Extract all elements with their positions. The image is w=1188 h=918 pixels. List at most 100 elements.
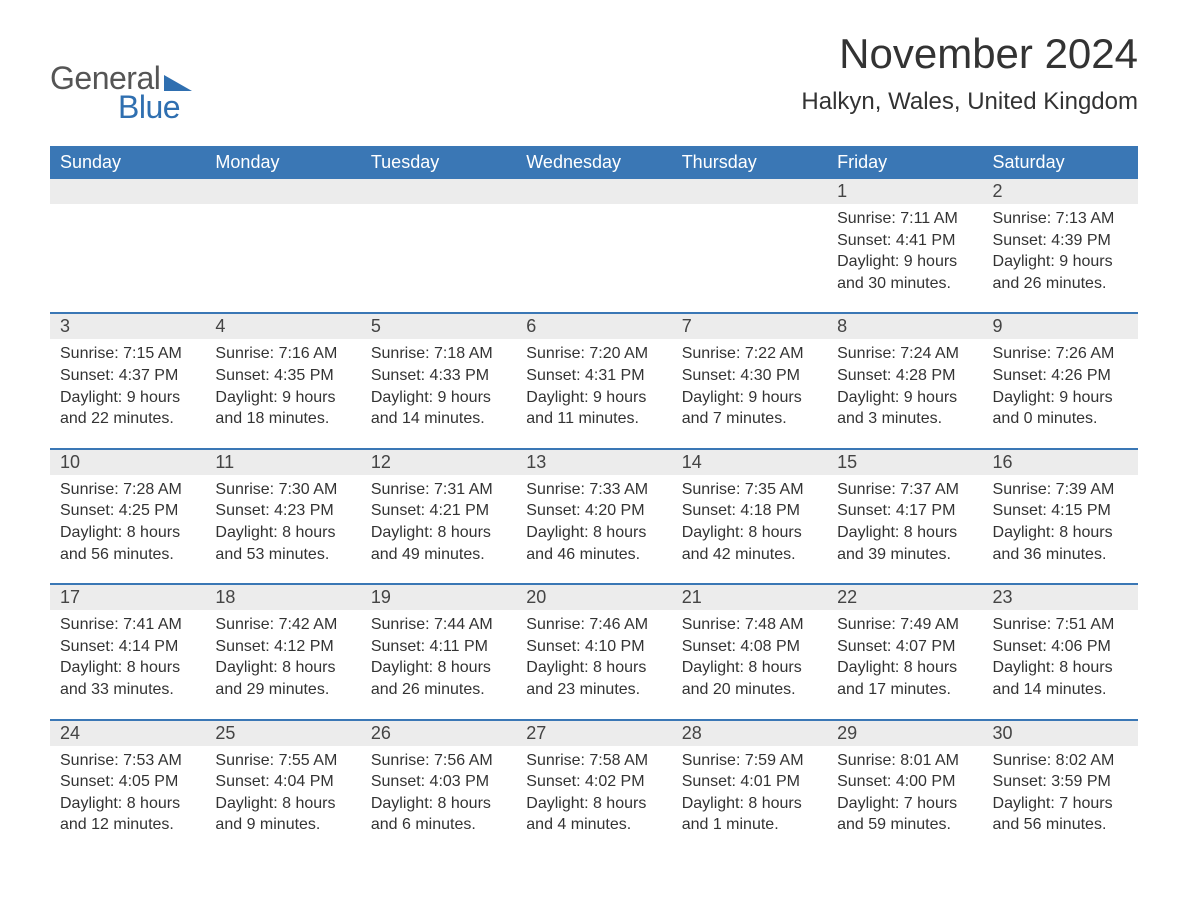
day-detail-cell <box>361 204 516 313</box>
sunset-line: Sunset: 4:21 PM <box>371 500 506 522</box>
sunset-line: Sunset: 4:04 PM <box>215 771 350 793</box>
day-detail-cell <box>50 204 205 313</box>
sunrise-line: Sunrise: 7:30 AM <box>215 479 350 501</box>
daynum-row: 10111213141516 <box>50 449 1138 475</box>
day-number-cell: 15 <box>827 449 982 475</box>
sunrise-line: Sunrise: 7:42 AM <box>215 614 350 636</box>
day-number-cell <box>516 179 671 204</box>
day-detail-cell: Sunrise: 8:01 AMSunset: 4:00 PMDaylight:… <box>827 746 982 854</box>
sunrise-line: Sunrise: 7:15 AM <box>60 343 195 365</box>
daylight-line: Daylight: 7 hours and 56 minutes. <box>993 793 1128 836</box>
detail-row: Sunrise: 7:41 AMSunset: 4:14 PMDaylight:… <box>50 610 1138 719</box>
sunset-line: Sunset: 4:33 PM <box>371 365 506 387</box>
day-detail-cell: Sunrise: 7:41 AMSunset: 4:14 PMDaylight:… <box>50 610 205 719</box>
day-number-cell: 14 <box>672 449 827 475</box>
sunset-line: Sunset: 4:39 PM <box>993 230 1128 252</box>
sunset-line: Sunset: 4:41 PM <box>837 230 972 252</box>
daylight-line: Daylight: 9 hours and 26 minutes. <box>993 251 1128 294</box>
sunrise-line: Sunrise: 7:56 AM <box>371 750 506 772</box>
daylight-line: Daylight: 8 hours and 46 minutes. <box>526 522 661 565</box>
day-number-cell: 17 <box>50 584 205 610</box>
day-number-cell: 22 <box>827 584 982 610</box>
day-detail-cell: Sunrise: 7:18 AMSunset: 4:33 PMDaylight:… <box>361 339 516 448</box>
header: General Blue November 2024 Halkyn, Wales… <box>50 30 1138 126</box>
sunrise-line: Sunrise: 7:44 AM <box>371 614 506 636</box>
sunrise-line: Sunrise: 7:49 AM <box>837 614 972 636</box>
day-number-cell <box>205 179 360 204</box>
sunset-line: Sunset: 4:01 PM <box>682 771 817 793</box>
day-number-cell: 27 <box>516 720 671 746</box>
sunrise-line: Sunrise: 8:01 AM <box>837 750 972 772</box>
sunrise-line: Sunrise: 7:18 AM <box>371 343 506 365</box>
sunset-line: Sunset: 4:17 PM <box>837 500 972 522</box>
daylight-line: Daylight: 9 hours and 14 minutes. <box>371 387 506 430</box>
daylight-line: Daylight: 8 hours and 49 minutes. <box>371 522 506 565</box>
sunset-line: Sunset: 4:35 PM <box>215 365 350 387</box>
daylight-line: Daylight: 8 hours and 9 minutes. <box>215 793 350 836</box>
sunrise-line: Sunrise: 7:41 AM <box>60 614 195 636</box>
sunrise-line: Sunrise: 7:37 AM <box>837 479 972 501</box>
day-number-cell: 8 <box>827 313 982 339</box>
sunset-line: Sunset: 4:14 PM <box>60 636 195 658</box>
day-number-cell: 16 <box>983 449 1138 475</box>
daylight-line: Daylight: 8 hours and 42 minutes. <box>682 522 817 565</box>
day-detail-cell: Sunrise: 7:35 AMSunset: 4:18 PMDaylight:… <box>672 475 827 584</box>
daylight-line: Daylight: 9 hours and 11 minutes. <box>526 387 661 430</box>
daylight-line: Daylight: 9 hours and 22 minutes. <box>60 387 195 430</box>
location-subtitle: Halkyn, Wales, United Kingdom <box>801 88 1138 116</box>
day-number-cell: 20 <box>516 584 671 610</box>
sunset-line: Sunset: 4:12 PM <box>215 636 350 658</box>
day-detail-cell: Sunrise: 7:30 AMSunset: 4:23 PMDaylight:… <box>205 475 360 584</box>
sunset-line: Sunset: 4:31 PM <box>526 365 661 387</box>
sunrise-line: Sunrise: 7:39 AM <box>993 479 1128 501</box>
day-detail-cell: Sunrise: 7:15 AMSunset: 4:37 PMDaylight:… <box>50 339 205 448</box>
sunset-line: Sunset: 4:11 PM <box>371 636 506 658</box>
day-number-cell <box>50 179 205 204</box>
weekday-header: Monday <box>205 146 360 179</box>
detail-row: Sunrise: 7:28 AMSunset: 4:25 PMDaylight:… <box>50 475 1138 584</box>
sunset-line: Sunset: 4:30 PM <box>682 365 817 387</box>
calendar-table: SundayMondayTuesdayWednesdayThursdayFrid… <box>50 146 1138 854</box>
daylight-line: Daylight: 9 hours and 0 minutes. <box>993 387 1128 430</box>
day-number-cell <box>672 179 827 204</box>
day-detail-cell: Sunrise: 7:42 AMSunset: 4:12 PMDaylight:… <box>205 610 360 719</box>
daylight-line: Daylight: 9 hours and 7 minutes. <box>682 387 817 430</box>
month-title: November 2024 <box>801 30 1138 78</box>
sunset-line: Sunset: 4:02 PM <box>526 771 661 793</box>
sunrise-line: Sunrise: 7:51 AM <box>993 614 1128 636</box>
detail-row: Sunrise: 7:11 AMSunset: 4:41 PM Daylight:… <box>50 204 1138 313</box>
day-detail-cell <box>205 204 360 313</box>
sunset-line: Sunset: 4:15 PM <box>993 500 1128 522</box>
sunset-line: Sunset: 4:28 PM <box>837 365 972 387</box>
day-number-cell <box>361 179 516 204</box>
weekday-header: Saturday <box>983 146 1138 179</box>
day-number-cell: 2 <box>983 179 1138 204</box>
sunrise-line: Sunrise: 7:59 AM <box>682 750 817 772</box>
day-detail-cell: Sunrise: 7:48 AMSunset: 4:08 PMDaylight:… <box>672 610 827 719</box>
day-detail-cell: Sunrise: 7:39 AMSunset: 4:15 PMDaylight:… <box>983 475 1138 584</box>
daylight-line: Daylight: 9 hours and 3 minutes. <box>837 387 972 430</box>
sunrise-line: Sunrise: 7:11 AM <box>837 208 972 230</box>
sunrise-line: Sunrise: 7:48 AM <box>682 614 817 636</box>
day-number-cell: 24 <box>50 720 205 746</box>
sunrise-line: Sunrise: 7:28 AM <box>60 479 195 501</box>
day-detail-cell: Sunrise: 7:26 AMSunset: 4:26 PMDaylight:… <box>983 339 1138 448</box>
daynum-row: 12 <box>50 179 1138 204</box>
daylight-line: Daylight: 8 hours and 33 minutes. <box>60 657 195 700</box>
detail-row: Sunrise: 7:15 AMSunset: 4:37 PMDaylight:… <box>50 339 1138 448</box>
daylight-line: Daylight: 8 hours and 17 minutes. <box>837 657 972 700</box>
day-number-cell: 12 <box>361 449 516 475</box>
day-detail-cell: Sunrise: 7:58 AMSunset: 4:02 PMDaylight:… <box>516 746 671 854</box>
logo-text-blue: Blue <box>118 89 192 126</box>
sunrise-line: Sunrise: 7:20 AM <box>526 343 661 365</box>
day-detail-cell: Sunrise: 7:56 AMSunset: 4:03 PMDaylight:… <box>361 746 516 854</box>
sunset-line: Sunset: 4:06 PM <box>993 636 1128 658</box>
daylight-line: Daylight: 8 hours and 1 minute. <box>682 793 817 836</box>
weekday-header: Friday <box>827 146 982 179</box>
sunrise-line: Sunrise: 7:33 AM <box>526 479 661 501</box>
day-number-cell: 28 <box>672 720 827 746</box>
sunrise-line: Sunrise: 7:16 AM <box>215 343 350 365</box>
weekday-header: Sunday <box>50 146 205 179</box>
sunset-line: Sunset: 4:37 PM <box>60 365 195 387</box>
daylight-line: Daylight: 8 hours and 6 minutes. <box>371 793 506 836</box>
